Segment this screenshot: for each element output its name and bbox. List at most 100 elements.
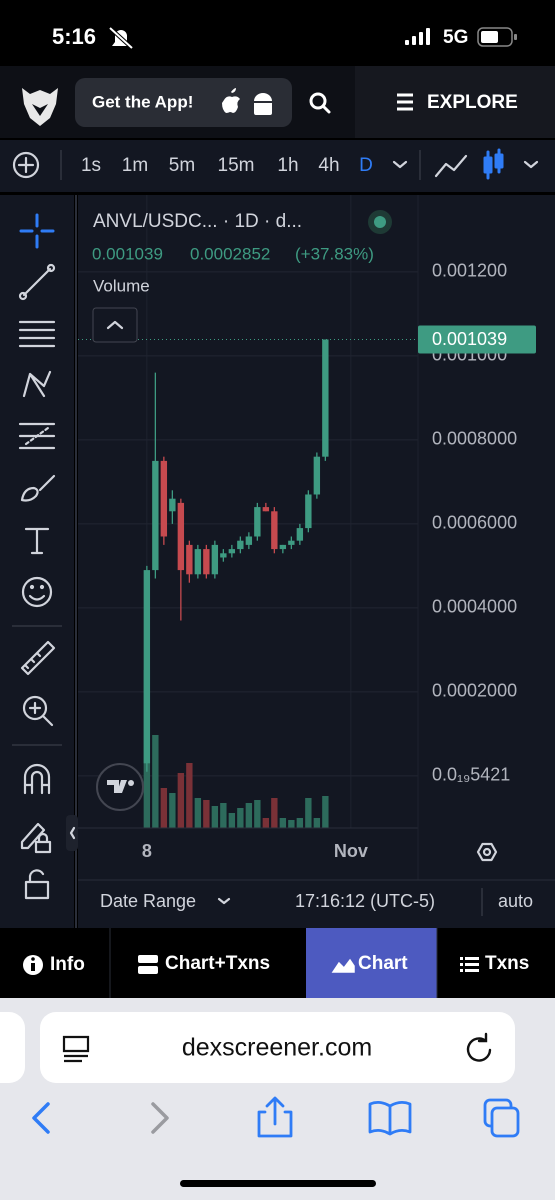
explore-label: EXPLORE xyxy=(427,92,518,113)
text-tool[interactable] xyxy=(24,527,50,555)
lines-tool[interactable] xyxy=(18,320,56,348)
candle-body xyxy=(279,544,287,550)
candle-body xyxy=(203,549,210,575)
interval[interactable]: 4h xyxy=(318,155,339,176)
candle-body xyxy=(143,570,151,764)
y-tick-label: 0.0002000 xyxy=(432,681,517,701)
battery-icon xyxy=(477,27,517,47)
get-app-button[interactable] xyxy=(75,78,292,127)
emoji-tool[interactable] xyxy=(21,576,53,608)
plot xyxy=(78,195,418,828)
candle-body xyxy=(322,339,329,457)
candle-body xyxy=(220,553,227,558)
menu-icon xyxy=(397,93,413,111)
candle-body xyxy=(211,544,219,575)
chart-title: ANVL/USDC... · 1D · d... xyxy=(93,211,302,232)
url: dexscreener.com xyxy=(182,1034,372,1062)
chevron[interactable] xyxy=(392,160,408,169)
tab-label[interactable]: Txns xyxy=(485,953,529,974)
clock: 17:16:12 (UTC-5) xyxy=(295,891,435,911)
candle-body xyxy=(237,540,244,550)
date-range[interactable]: Date Range xyxy=(100,891,196,911)
volume-bar xyxy=(313,818,321,828)
candle-body xyxy=(313,456,321,495)
volume-bar xyxy=(245,803,253,828)
unlock-tool[interactable] xyxy=(24,869,50,900)
y-tick-label: 0.0008000 xyxy=(432,429,517,449)
scale-mode[interactable]: auto xyxy=(498,891,533,911)
volume-bar xyxy=(160,788,168,828)
share-button[interactable] xyxy=(257,1096,293,1138)
interval[interactable]: 1s xyxy=(81,155,101,176)
candle-body xyxy=(245,536,253,545)
candle-body xyxy=(186,544,193,575)
url-bar[interactable] xyxy=(40,1012,515,1083)
fib-tool[interactable] xyxy=(18,422,56,450)
magnet-tool[interactable] xyxy=(23,763,51,795)
candle-body xyxy=(296,528,304,541)
volume-bar xyxy=(262,818,270,828)
legend-price: 0.001039 xyxy=(92,244,163,263)
info-tab[interactable] xyxy=(23,955,43,975)
interval[interactable]: 1m xyxy=(122,155,148,176)
y-tick-label: 0.0₁₉5421 xyxy=(432,765,510,785)
volume-bar xyxy=(186,763,193,828)
chevron-up xyxy=(106,320,124,330)
collapse-button[interactable] xyxy=(92,307,138,343)
settings-icon-center xyxy=(482,847,492,857)
reload-icon[interactable] xyxy=(466,1032,492,1062)
interval[interactable]: 1h xyxy=(277,155,298,176)
interval[interactable]: 5m xyxy=(169,155,195,176)
volume-bar xyxy=(279,818,287,828)
lock-drawing-tool[interactable] xyxy=(20,822,52,854)
chart-footer xyxy=(78,880,555,928)
settings-icon[interactable] xyxy=(476,842,498,862)
explore-button[interactable] xyxy=(355,66,555,138)
add-icon[interactable] xyxy=(12,151,40,179)
tab-label[interactable]: Chart xyxy=(358,953,408,974)
volume-bar xyxy=(237,808,244,828)
reader-icon[interactable] xyxy=(62,1035,90,1063)
ruler-tool[interactable] xyxy=(20,640,56,676)
legend-change: 0.0002852 xyxy=(190,244,270,263)
chevron[interactable] xyxy=(523,160,539,169)
volume-bar xyxy=(203,800,210,828)
home-indicator xyxy=(180,1180,376,1187)
candle-body xyxy=(228,549,236,554)
trend-line-tool[interactable] xyxy=(18,263,56,301)
x-tick-label: 8 xyxy=(142,841,152,861)
candle-icon[interactable] xyxy=(483,148,504,180)
logo[interactable] xyxy=(22,88,58,126)
volume-bar xyxy=(177,773,185,828)
candle-body xyxy=(194,549,202,575)
tab-label[interactable]: Info xyxy=(50,954,85,975)
android-icon xyxy=(254,93,272,115)
crosshair-tool[interactable] xyxy=(19,213,55,249)
search-icon[interactable] xyxy=(309,92,331,114)
candle-body xyxy=(262,507,270,512)
prev-tab-pill[interactable] xyxy=(0,1012,25,1083)
back-button[interactable] xyxy=(32,1102,50,1134)
zoom-tool[interactable] xyxy=(22,695,54,727)
tabs-button[interactable] xyxy=(483,1098,520,1138)
tab-label[interactable]: Chart+Txns xyxy=(165,953,270,974)
volume-bar xyxy=(271,798,278,828)
chevron xyxy=(69,826,76,840)
mute-icon xyxy=(108,26,134,50)
forward-button[interactable] xyxy=(151,1102,169,1134)
bookmarks-button[interactable] xyxy=(368,1101,412,1136)
candle-body xyxy=(254,507,261,537)
interval[interactable]: D xyxy=(359,155,373,176)
volume-bar xyxy=(296,818,304,828)
pattern-tool[interactable] xyxy=(22,370,52,398)
interval[interactable]: 15m xyxy=(218,155,255,176)
volume-bar xyxy=(254,800,261,828)
network: 5G xyxy=(443,27,468,48)
brush-tool[interactable] xyxy=(20,474,56,502)
apple-icon xyxy=(222,88,240,113)
signal-icon xyxy=(405,28,430,45)
line-chart-icon[interactable] xyxy=(434,154,468,178)
y-tick-label: 0.0004000 xyxy=(432,597,517,617)
candle-body xyxy=(169,498,176,512)
